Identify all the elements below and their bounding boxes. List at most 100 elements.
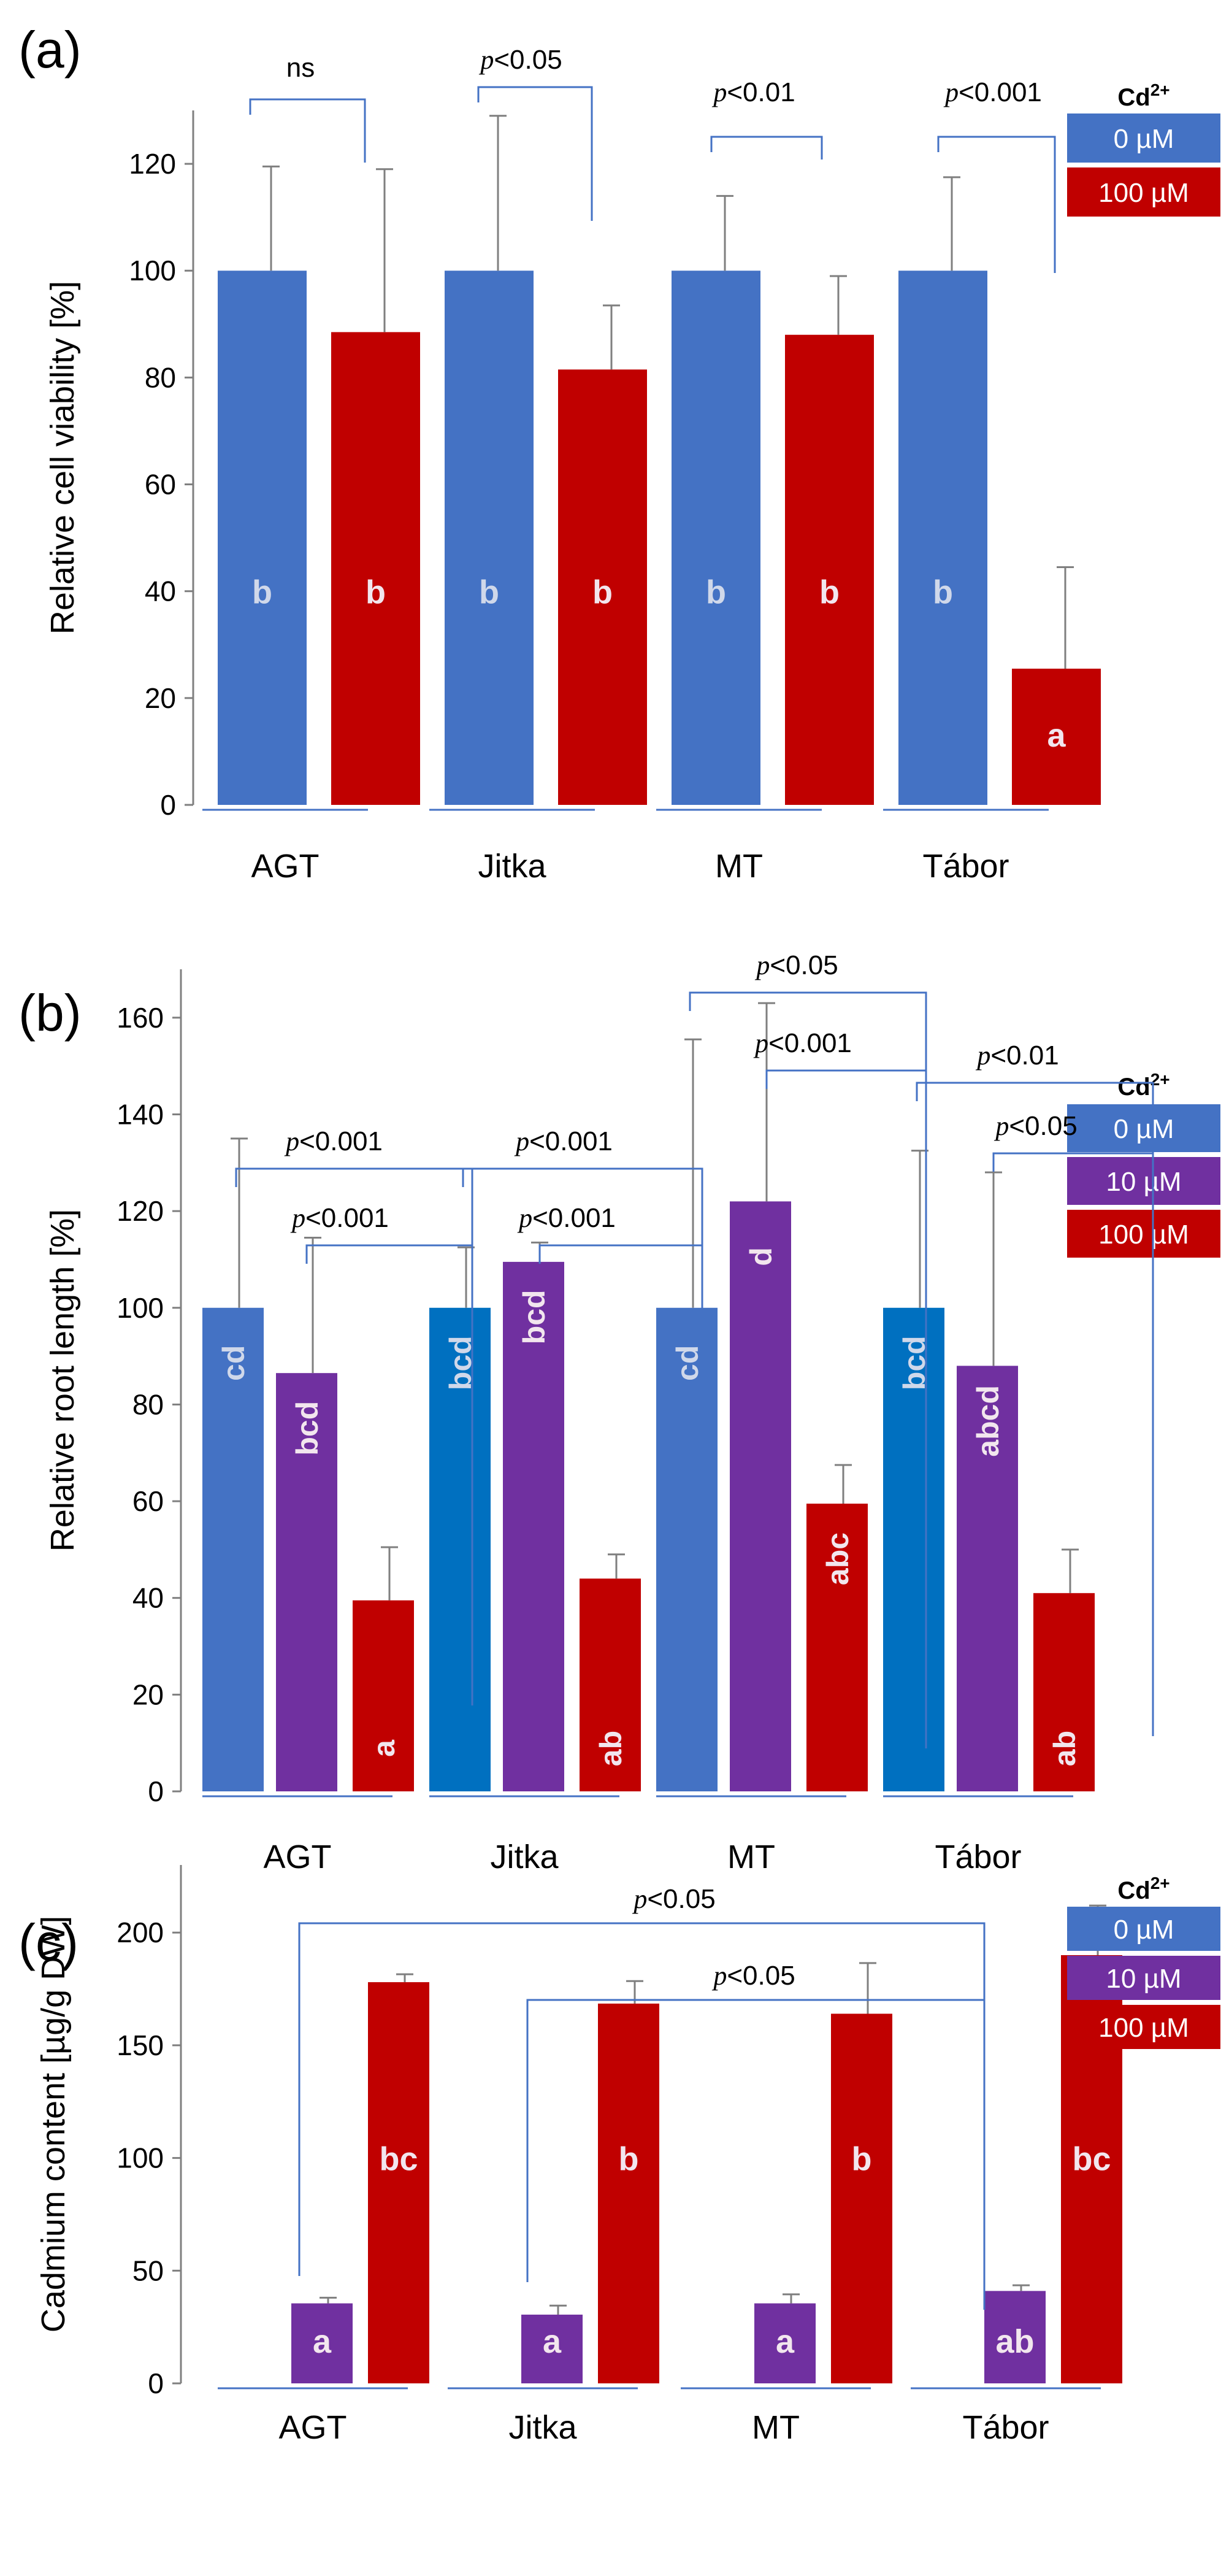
panel-label: (c)	[18, 1913, 78, 1971]
y-tick-label: 150	[117, 2029, 164, 2061]
panel-label: (a)	[18, 21, 82, 79]
p-symbol: p	[517, 1203, 532, 1233]
significance-letter: b	[252, 574, 272, 611]
bar-100M	[558, 369, 647, 805]
y-tick-label: 0	[148, 2367, 164, 2399]
significance-letter: ab	[1047, 1731, 1082, 1766]
bar-100M	[1012, 668, 1101, 805]
significance-letter: a	[1047, 717, 1066, 754]
bracket-line	[937, 136, 1056, 273]
p-symbol: p	[711, 1961, 727, 1991]
significance-letter: a	[367, 1739, 401, 1757]
legend-title: Cd2+	[1117, 80, 1170, 111]
p-symbol: p	[284, 1126, 299, 1156]
x-category-label: AGT	[251, 848, 319, 885]
x-category-label: Jitka	[478, 848, 546, 885]
legend-entry: 0 µM	[1114, 1114, 1174, 1144]
p-value: <0.05	[727, 1961, 795, 1991]
bracket-line	[765, 1069, 927, 1748]
comparison-label: p<0.05	[478, 45, 562, 75]
significance-letter: b	[366, 574, 386, 611]
y-axis-title: Cadmium content [µg/g DW]	[35, 1916, 72, 2332]
bar-10M	[984, 2291, 1046, 2383]
chart-panel-1: (b) 0 20 40 60 80 100 120 140 160 Relative root le…	[18, 969, 1220, 1875]
significance-letter: bcd	[517, 1290, 551, 1344]
comparison-label: p<0.01	[711, 77, 795, 107]
comparison-bracket: p<0.001	[753, 1028, 927, 1748]
bracket-line	[526, 1999, 986, 2307]
legend-title: Cd2+	[1117, 1070, 1170, 1101]
p-value: ns	[286, 53, 315, 83]
p-symbol: p	[290, 1203, 305, 1233]
y-tick-label: 120	[129, 148, 176, 180]
comparison-label: p<0.001	[753, 1028, 852, 1058]
p-symbol: p	[711, 77, 727, 107]
bar-0M	[898, 271, 987, 805]
comparison-bracket: p<0.001	[290, 1203, 473, 1705]
significance-letter: b	[592, 574, 613, 611]
comparison-label: p<0.001	[517, 1203, 616, 1233]
comparison-bracket: ns	[249, 53, 366, 163]
p-value: <0.001	[959, 77, 1042, 107]
bar-0M	[672, 271, 760, 805]
significance-letter: ab	[995, 2323, 1034, 2360]
legend-title-sup: 2+	[1151, 80, 1170, 99]
p-value: <0.001	[529, 1126, 613, 1156]
bar-10M	[730, 1201, 791, 1791]
x-category-label: MT	[752, 2409, 800, 2446]
bar-0M	[202, 1307, 264, 1791]
bar-10M	[503, 1261, 564, 1791]
bracket-line	[710, 136, 823, 160]
significance-letter: a	[776, 2323, 795, 2360]
comparison-label: p<0.001	[284, 1126, 383, 1156]
significance-letter: bc	[1072, 2141, 1111, 2178]
y-tick-label: 100	[117, 1292, 164, 1324]
bar-0M	[445, 271, 534, 805]
bar-0M	[883, 1307, 944, 1791]
bar-10M	[957, 1366, 1018, 1791]
significance-letter: b	[479, 574, 499, 611]
bar-100M	[806, 1504, 868, 1791]
significance-letter: cd	[670, 1345, 705, 1381]
p-value: <0.001	[305, 1203, 389, 1233]
y-tick-label: 120	[117, 1195, 164, 1227]
x-category-label: Tábor	[922, 848, 1009, 885]
x-category-label: Tábor	[962, 2409, 1049, 2446]
p-symbol: p	[753, 1028, 768, 1058]
bar-100M	[831, 2013, 892, 2383]
y-tick-label: 40	[145, 575, 176, 607]
p-value: <0.05	[494, 45, 562, 75]
legend-swatch	[1067, 113, 1220, 163]
bar-0M	[656, 1307, 718, 1791]
legend-entry: 10 µM	[1106, 1167, 1181, 1197]
p-symbol: p	[975, 1040, 990, 1071]
significance-letter: b	[619, 2141, 639, 2178]
y-tick-label: 160	[117, 1002, 164, 1034]
significance-letter: a	[543, 2323, 562, 2360]
x-category-label: Jitka	[508, 2409, 577, 2446]
significance-letter: bcd	[290, 1401, 324, 1456]
comparison-label: p<0.05	[754, 950, 838, 980]
legend-title-main: Cd	[1117, 84, 1150, 111]
bracket-line	[305, 1244, 473, 1705]
x-category-label: MT	[727, 1839, 775, 1875]
legend-title-main: Cd	[1117, 1074, 1150, 1101]
y-tick-label: 50	[132, 2255, 164, 2286]
y-axis-title: Relative root length [%]	[44, 1209, 81, 1551]
x-category-label: MT	[715, 848, 763, 885]
comparison-label: p<0.001	[290, 1203, 389, 1233]
legend-swatch	[1067, 2005, 1220, 2049]
bar-10M	[754, 2303, 816, 2383]
significance-letter: b	[933, 574, 953, 611]
legend-entry: 0 µM	[1114, 124, 1174, 154]
legend-entry: 100 µM	[1098, 1220, 1189, 1250]
x-category-label: Jitka	[490, 1839, 559, 1875]
comparison-bracket: p<0.01	[710, 77, 823, 160]
y-tick-label: 40	[132, 1582, 164, 1614]
bar-100M	[368, 1982, 429, 2383]
legend-swatch	[1067, 1104, 1220, 1152]
comparison-label: p<0.001	[943, 77, 1042, 107]
bar-10M	[291, 2303, 353, 2383]
legend-title: Cd2+	[1117, 1874, 1170, 1904]
